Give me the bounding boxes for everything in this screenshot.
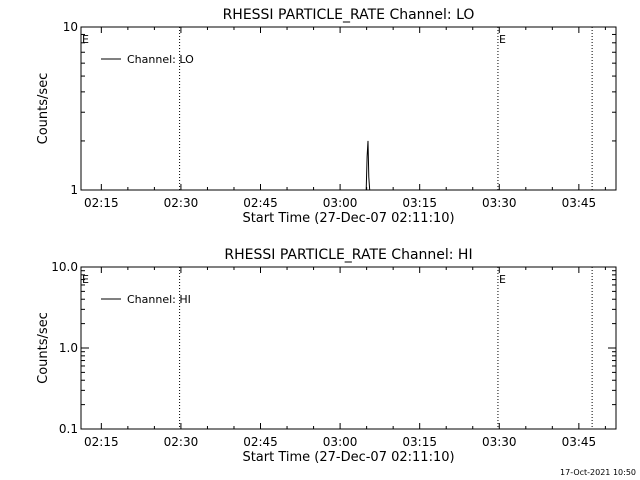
x-tick-label: 02:45 bbox=[243, 196, 278, 210]
x-tick-label: 03:15 bbox=[402, 435, 437, 449]
legend-label: Channel: HI bbox=[127, 293, 191, 306]
x-tick-label: 03:45 bbox=[562, 435, 597, 449]
y-tick-label: 0.1 bbox=[59, 422, 78, 436]
legend-label: Channel: LO bbox=[127, 53, 194, 66]
edge-event-label: E bbox=[82, 33, 89, 46]
x-tick-label: 03:00 bbox=[323, 435, 358, 449]
y-tick-label: 1 bbox=[70, 183, 78, 197]
x-tick-label: 02:15 bbox=[84, 435, 119, 449]
x-tick-label: 03:30 bbox=[482, 435, 517, 449]
plot-frame bbox=[80, 266, 617, 430]
y-tick-label: 10.0 bbox=[51, 260, 78, 274]
x-tick-label: 02:30 bbox=[164, 196, 199, 210]
chart-panel-lo: RHESSI PARTICLE_RATE Channel: LO 02:15 02:… bbox=[36, 7, 617, 226]
y-tick-label: 10 bbox=[63, 20, 78, 34]
chart-panel-hi: RHESSI PARTICLE_RATE Channel: HI 02:15 02:… bbox=[36, 247, 617, 465]
event-label: E bbox=[499, 273, 506, 286]
y-axis-label: Counts/sec bbox=[36, 312, 51, 384]
x-tick-label: 03:45 bbox=[562, 196, 597, 210]
event-label: E bbox=[499, 33, 506, 46]
edge-event-label: E bbox=[82, 273, 89, 286]
x-tick-label: 03:30 bbox=[482, 196, 517, 210]
y-tick-label: 1.0 bbox=[59, 341, 78, 355]
x-tick-label: 03:00 bbox=[323, 196, 358, 210]
x-axis-label: Start Time (27-Dec-07 02:11:10) bbox=[242, 450, 454, 465]
footer-timestamp: 17-Oct-2021 10:50 bbox=[560, 468, 636, 477]
x-tick-label: 02:30 bbox=[164, 435, 199, 449]
chart-title: RHESSI PARTICLE_RATE Channel: HI bbox=[224, 247, 472, 263]
series-line bbox=[365, 140, 371, 191]
x-axis-label: Start Time (27-Dec-07 02:11:10) bbox=[242, 211, 454, 226]
plot-frame bbox=[80, 26, 617, 191]
x-tick-label: 02:45 bbox=[243, 435, 278, 449]
x-tick-label: 03:15 bbox=[402, 196, 437, 210]
chart-title: RHESSI PARTICLE_RATE Channel: LO bbox=[223, 7, 475, 23]
y-axis-label: Counts/sec bbox=[36, 73, 51, 145]
x-tick-label: 02:15 bbox=[84, 196, 119, 210]
